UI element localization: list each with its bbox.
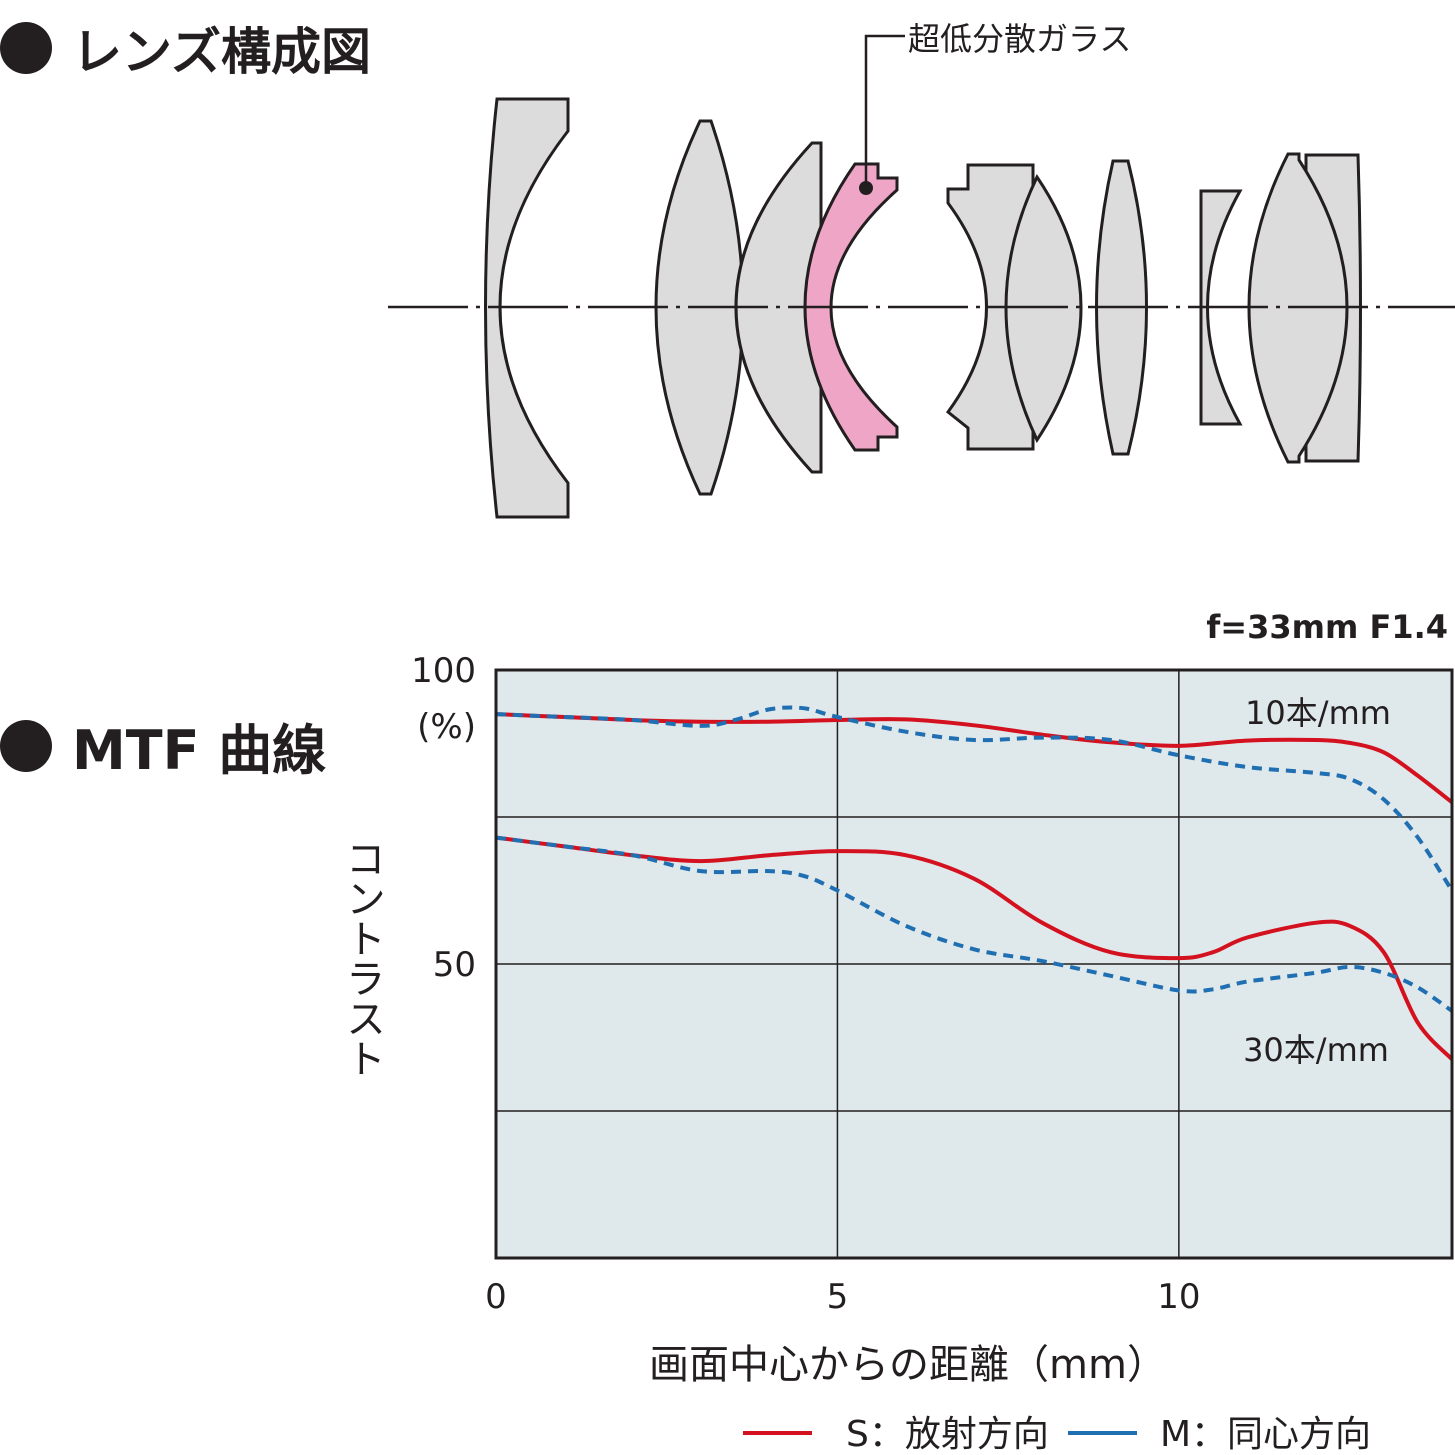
series-line-m (495, 705, 1454, 892)
series-line-m (495, 835, 1454, 1013)
callout-leader (864, 34, 905, 188)
series-line-s (495, 835, 1454, 1061)
mtf-chart: 0 5 10 100 50 f=33mm F1.4 (%) コントラスト 画面中心からの… (339, 608, 1454, 1455)
x-axis-label: 画面中心からの距離（mm） (649, 1342, 1167, 1388)
y-tick-label: 100 (411, 651, 476, 691)
annotation-30lp: 30本/mm (1243, 1031, 1389, 1069)
legend: S：放射方向 M：同心方向 (743, 1414, 1371, 1455)
y-unit-label: (%) (417, 707, 476, 747)
tick-layer: 0 5 10 100 50 (411, 651, 1200, 1317)
lens-diagram (388, 34, 1455, 519)
lens-diagram-heading: レンズ構成図 (0, 12, 371, 84)
legend-label-s: S：放射方向 (846, 1414, 1049, 1455)
mtf-heading: MTF 曲線 (0, 706, 326, 785)
x-tick-label: 0 (485, 1277, 507, 1317)
mtf-title: MTF 曲線 (72, 719, 327, 782)
lens-element (484, 97, 570, 519)
y-axis-label: コントラスト (339, 838, 385, 1078)
lens-element (1199, 189, 1243, 426)
legend-label-m: M：同心方向 (1160, 1414, 1371, 1455)
lens-element (1004, 173, 1083, 444)
x-tick-label: 10 (1157, 1277, 1200, 1317)
x-tick-label: 5 (827, 1277, 849, 1317)
annotation-10lp: 10本/mm (1245, 694, 1391, 732)
plot-frame (494, 668, 1454, 1260)
y-tick-label: 50 (433, 945, 476, 985)
grid (496, 670, 1452, 1258)
ed-glass-element (803, 162, 899, 452)
lens-diagram-title: レンズ構成図 (72, 23, 371, 81)
series-line-s (495, 712, 1454, 804)
chart-subtitle: f=33mm F1.4 (1206, 608, 1448, 646)
bullet-icon (0, 22, 52, 74)
bullet-icon (0, 719, 52, 772)
series-layer (495, 705, 1454, 1061)
ed-glass-callout: 超低分散ガラス (908, 20, 1131, 58)
